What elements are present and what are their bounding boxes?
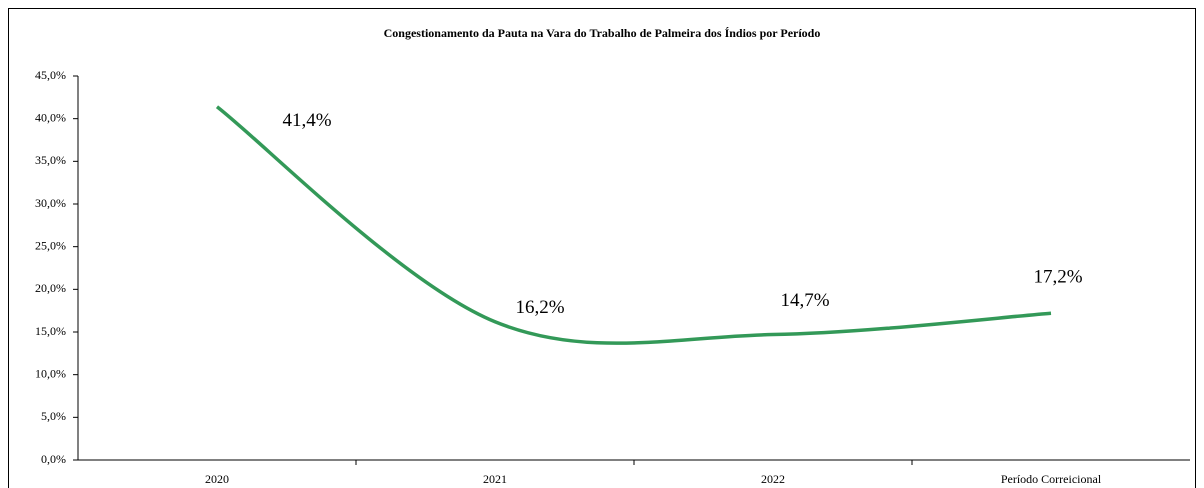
x-tick-label: 2020 (205, 472, 229, 486)
y-tick-label: 10,0% (35, 366, 66, 380)
x-tick-label: 2022 (761, 472, 785, 486)
data-label: 17,2% (1033, 267, 1082, 288)
data-label: 16,2% (515, 297, 564, 318)
x-tick-label: 2021 (483, 472, 507, 486)
chart-title: Congestionamento da Pauta na Vara do Tra… (384, 26, 821, 40)
y-tick-label: 30,0% (35, 196, 66, 210)
data-label: 41,4% (282, 110, 331, 131)
y-tick-label: 5,0% (41, 409, 66, 423)
x-tick-label: Período Correicional (1001, 472, 1102, 486)
line (215, 105, 1052, 345)
y-tick-label: 20,0% (35, 281, 66, 295)
y-tick-label: 40,0% (35, 110, 66, 124)
y-tick-label: 45,0% (35, 68, 66, 82)
y-tick-label: 0,0% (41, 452, 66, 466)
y-tick-label: 35,0% (35, 153, 66, 167)
data-label: 14,7% (780, 290, 829, 311)
chart-frame (8, 8, 1196, 488)
y-tick-label: 15,0% (35, 324, 66, 338)
y-tick-label: 25,0% (35, 238, 66, 252)
